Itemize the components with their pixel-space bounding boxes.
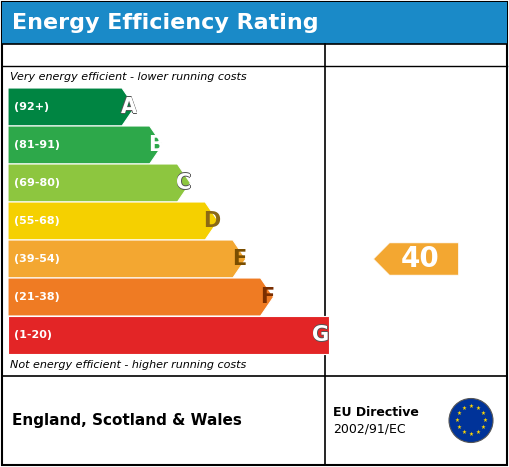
Text: A: A	[121, 97, 136, 117]
Text: E: E	[232, 249, 246, 269]
Text: 2002/91/EC: 2002/91/EC	[333, 422, 406, 435]
Text: ★: ★	[462, 431, 466, 435]
Text: (92+): (92+)	[14, 102, 49, 112]
Text: (81-91): (81-91)	[14, 140, 60, 150]
Text: (39-54): (39-54)	[14, 254, 60, 264]
Text: D: D	[203, 211, 220, 231]
Polygon shape	[8, 126, 163, 164]
Text: C: C	[176, 173, 191, 193]
Text: (1-20): (1-20)	[14, 330, 52, 340]
Text: (55-68): (55-68)	[14, 216, 60, 226]
Text: ★: ★	[456, 425, 461, 430]
Text: ★: ★	[469, 403, 473, 409]
Text: (69-80): (69-80)	[14, 178, 60, 188]
Text: ★: ★	[469, 432, 473, 437]
Text: C: C	[176, 174, 191, 193]
Text: ★: ★	[481, 425, 486, 430]
Text: A: A	[120, 97, 136, 117]
Text: 40: 40	[401, 245, 439, 273]
Polygon shape	[8, 164, 190, 202]
Text: C: C	[176, 172, 191, 192]
Text: ★: ★	[456, 411, 461, 416]
Text: C: C	[177, 173, 192, 193]
Text: ★: ★	[483, 418, 488, 423]
Polygon shape	[8, 202, 218, 240]
Text: England, Scotland & Wales: England, Scotland & Wales	[12, 413, 242, 428]
Text: ★: ★	[476, 431, 480, 435]
Text: G: G	[313, 325, 329, 345]
Text: A: A	[121, 97, 137, 117]
Text: G: G	[313, 325, 330, 345]
Text: Energy Efficiency Rating: Energy Efficiency Rating	[12, 13, 319, 33]
Text: G: G	[312, 325, 329, 345]
Text: ★: ★	[462, 406, 466, 410]
Text: A: A	[121, 98, 136, 118]
Polygon shape	[8, 88, 135, 126]
Text: G: G	[313, 325, 329, 345]
Polygon shape	[8, 278, 273, 316]
Bar	[2, 2, 507, 44]
Polygon shape	[8, 316, 329, 354]
Text: F: F	[260, 287, 274, 307]
Polygon shape	[374, 243, 459, 275]
Text: G: G	[313, 325, 329, 346]
Text: (21-38): (21-38)	[14, 292, 60, 302]
Circle shape	[449, 398, 493, 443]
Text: Very energy efficient - lower running costs: Very energy efficient - lower running co…	[10, 72, 247, 82]
Text: ★: ★	[476, 406, 480, 410]
Text: B: B	[148, 135, 164, 155]
Text: A: A	[121, 97, 136, 116]
Text: ★: ★	[454, 418, 459, 423]
Text: Not energy efficient - higher running costs: Not energy efficient - higher running co…	[10, 360, 246, 370]
Text: EU Directive: EU Directive	[333, 406, 419, 419]
Polygon shape	[8, 240, 246, 278]
Text: C: C	[176, 173, 191, 193]
Text: ★: ★	[481, 411, 486, 416]
